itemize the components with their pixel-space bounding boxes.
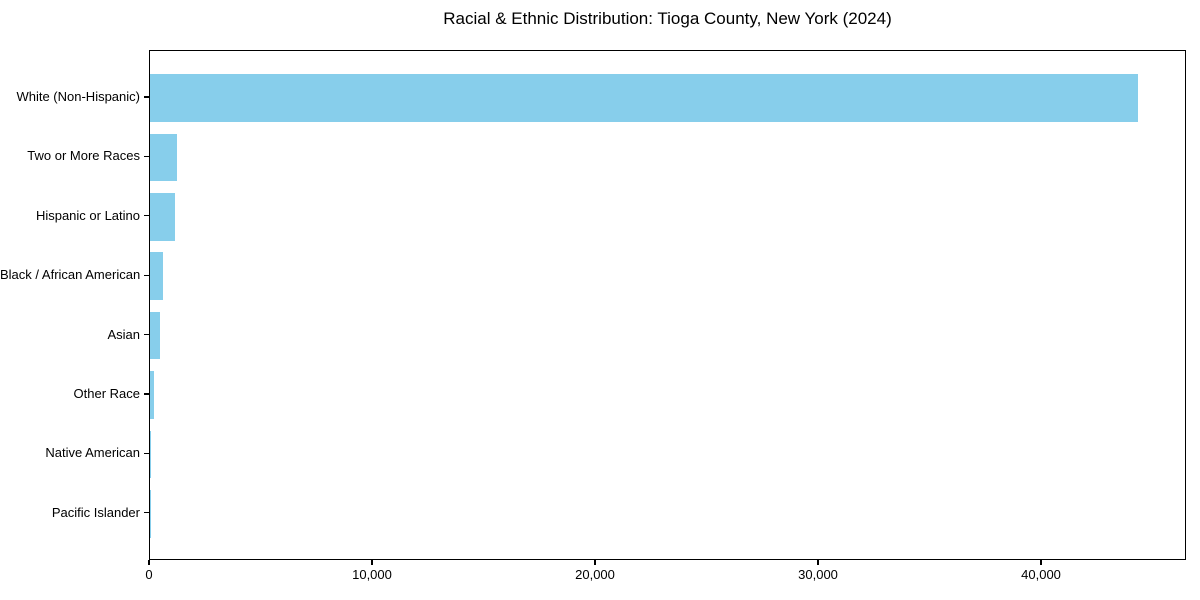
y-tick-label-two-or-more-races: Two or More Races	[27, 148, 140, 164]
x-tick-label-10000: 10,000	[352, 567, 392, 582]
y-tick-label-hispanic-or-latino: Hispanic or Latino	[35, 207, 140, 223]
bar-two-or-more-races	[150, 133, 177, 182]
bar-other-race	[150, 371, 155, 419]
y-tick-mark-asian	[144, 334, 149, 336]
x-tick-mark-0	[148, 560, 150, 565]
bar-white-non-hispanic	[150, 74, 1138, 122]
x-tick-label-20000: 20,000	[575, 567, 615, 582]
bar-native-american	[150, 430, 151, 479]
y-tick-label-white-non-hispanic: White (Non-Hispanic)	[16, 89, 140, 104]
x-tick-label-40000: 40,000	[1021, 567, 1061, 582]
x-tick-mark-30000	[817, 560, 819, 565]
bar-black-african-american	[150, 252, 163, 300]
y-tick-mark-white-non-hispanic	[144, 96, 149, 98]
y-tick-mark-black-african-american	[144, 274, 149, 276]
y-tick-mark-hispanic-or-latino	[144, 215, 149, 217]
plot-area	[149, 50, 1186, 560]
x-tick-mark-10000	[371, 560, 373, 565]
y-tick-label-pacific-islander: Pacific Islander	[51, 504, 140, 520]
x-tick-label-0: 0	[145, 567, 153, 582]
y-tick-mark-other-race	[144, 393, 149, 395]
y-tick-label-native-american: Native American	[45, 445, 140, 461]
x-tick-mark-20000	[594, 560, 596, 565]
x-tick-label-30000: 30,000	[798, 567, 838, 582]
y-tick-label-asian: Asian	[107, 326, 140, 342]
chart-title: Racial & Ethnic Distribution: Tioga Coun…	[443, 9, 892, 28]
y-tick-label-other-race: Other Race	[73, 386, 140, 401]
bar-asian	[150, 311, 161, 360]
y-tick-mark-native-american	[144, 452, 149, 454]
y-tick-mark-two-or-more-races	[144, 155, 149, 157]
y-tick-mark-pacific-islander	[144, 512, 149, 514]
x-tick-mark-40000	[1040, 560, 1042, 565]
y-tick-label-black-african-american: Black / African American	[0, 267, 141, 283]
bar-hispanic-or-latino	[150, 193, 175, 241]
